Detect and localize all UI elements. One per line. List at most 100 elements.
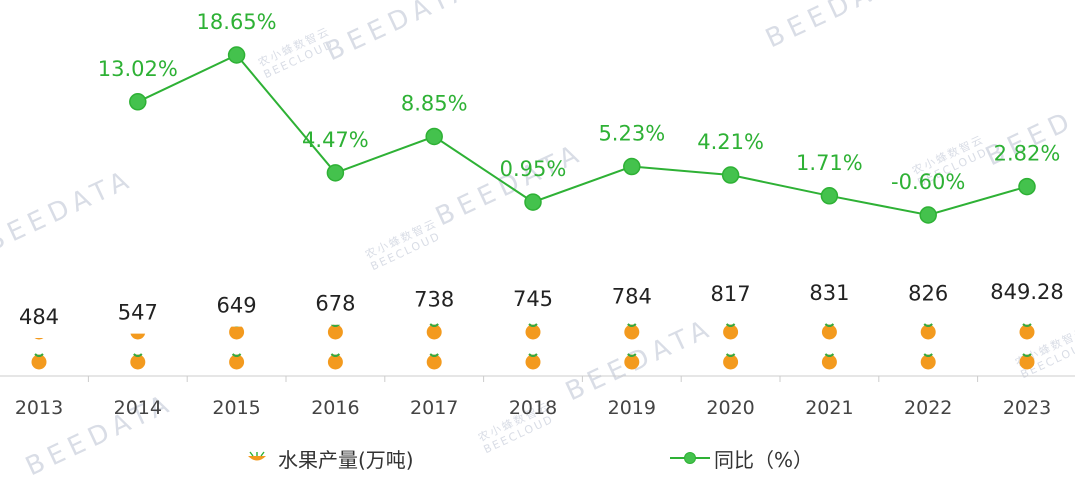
orange-body: [327, 324, 343, 340]
bar-orange-stack: [723, 323, 739, 370]
bar-value-label: 649: [217, 294, 257, 318]
yoy-value-label: 4.21%: [697, 130, 764, 154]
bar-orange-stack: [920, 323, 936, 370]
x-tick-label: 2014: [114, 397, 162, 419]
orange-body: [723, 354, 739, 370]
orange-body: [920, 354, 936, 370]
yoy-value-label: 4.47%: [302, 128, 369, 152]
orange-leaf: [1022, 323, 1032, 327]
yoy-value-label: 0.95%: [500, 157, 567, 181]
orange-leaf: [330, 324, 341, 327]
yoy-value-label: -0.60%: [891, 170, 965, 194]
bar-orange-stack: [327, 324, 343, 370]
x-tick-label: 2016: [311, 397, 359, 419]
orange-body: [31, 354, 47, 370]
bar-value-label: 738: [414, 288, 454, 312]
orange-body: [130, 354, 146, 370]
yoy-value-label: 18.65%: [197, 10, 277, 34]
bar-value-label: 484: [19, 305, 59, 329]
yoy-point: [919, 206, 937, 224]
bar-value-label: 745: [513, 287, 553, 311]
orange-body: [525, 324, 541, 340]
x-tick-label: 2018: [509, 397, 557, 419]
orange-leaf: [330, 353, 341, 357]
yoy-point: [623, 157, 641, 176]
orange-body: [130, 333, 146, 340]
bar-orange-stack: [229, 326, 245, 370]
orange-leaf: [725, 323, 736, 327]
orange-body: [34, 337, 44, 340]
bar-value-label: 817: [711, 282, 751, 306]
orange-leaf: [35, 294, 43, 296]
bar-value-label: 547: [118, 301, 158, 325]
orange-body: [624, 354, 640, 370]
yoy-point: [1018, 177, 1036, 196]
yoy-point: [326, 164, 345, 182]
yoy-point: [425, 127, 443, 146]
x-tick-label: 2020: [706, 397, 754, 419]
orange-body: [327, 354, 343, 370]
orange-leaf: [528, 353, 538, 357]
bar-orange-stack: [624, 323, 640, 370]
orange-leaf: [725, 353, 736, 357]
bar-value-label: 831: [809, 281, 849, 305]
orange-body: [525, 354, 541, 370]
orange-body: [426, 354, 442, 370]
orange-leaf: [133, 353, 143, 357]
bar-orange-stack: [426, 323, 442, 370]
bar-value-label: 678: [315, 292, 355, 316]
bar-orange-stack: [525, 323, 541, 370]
orange-body: [1019, 324, 1035, 340]
orange-leaf: [429, 323, 439, 327]
yoy-value-label: 13.02%: [98, 57, 178, 81]
orange-leaf: [824, 323, 835, 327]
yoy-value-label: 8.85%: [401, 91, 468, 115]
x-tick-label: 2017: [410, 397, 458, 419]
x-tick-label: 2015: [212, 397, 260, 419]
orange-body: [821, 354, 837, 370]
orange-leaf: [627, 353, 637, 357]
orange-body: [723, 324, 739, 340]
x-tick-label: 2022: [904, 397, 952, 419]
yoy-point: [524, 193, 542, 211]
orange-body: [229, 354, 245, 370]
yoy-value-label: 1.71%: [796, 151, 863, 175]
orange-body: [821, 324, 837, 340]
orange-leaf: [1022, 353, 1032, 357]
orange-leaf: [234, 326, 239, 327]
orange-leaf: [528, 323, 538, 327]
orange-leaf: [627, 323, 637, 327]
orange-leaf: [923, 353, 933, 357]
bar-orange-stack: [31, 294, 47, 370]
x-tick-label: 2021: [805, 397, 853, 419]
yoy-value-label: 5.23%: [598, 122, 665, 146]
orange-leaf: [923, 323, 933, 327]
yoy-value-label: 2.82%: [994, 142, 1061, 166]
x-tick-label: 2023: [1003, 397, 1051, 419]
yoy-point: [721, 166, 740, 184]
orange-body: [1019, 354, 1035, 370]
orange-leaf: [429, 353, 439, 357]
line-marker-icon: [670, 452, 710, 464]
orange-leaf: [34, 353, 44, 357]
orange-body: [426, 324, 442, 340]
orange-leaf: [231, 353, 242, 357]
orange-body: [624, 324, 640, 340]
x-tick-label: 2013: [15, 397, 63, 419]
legend-item-yoy[interactable]: 同比（%）: [670, 446, 814, 472]
bar-value-label: 826: [908, 282, 948, 306]
bar-value-label: 849.28: [990, 280, 1063, 304]
legend-label-yoy: 同比（%）: [714, 447, 814, 472]
yoy-point: [129, 93, 147, 111]
legend-item-production[interactable]: 水果产量(万吨): [246, 446, 414, 472]
orange-icon: [248, 451, 266, 461]
orange-leaf: [824, 353, 835, 357]
orange-leaf: [134, 294, 142, 296]
legend-label-production: 水果产量(万吨): [278, 447, 414, 472]
x-tick-label: 2019: [608, 397, 656, 419]
orange-body: [229, 326, 245, 340]
bar-orange-stack: [821, 323, 837, 370]
yoy-line: [137, 53, 1028, 217]
bar-orange-stack: [1019, 323, 1035, 370]
